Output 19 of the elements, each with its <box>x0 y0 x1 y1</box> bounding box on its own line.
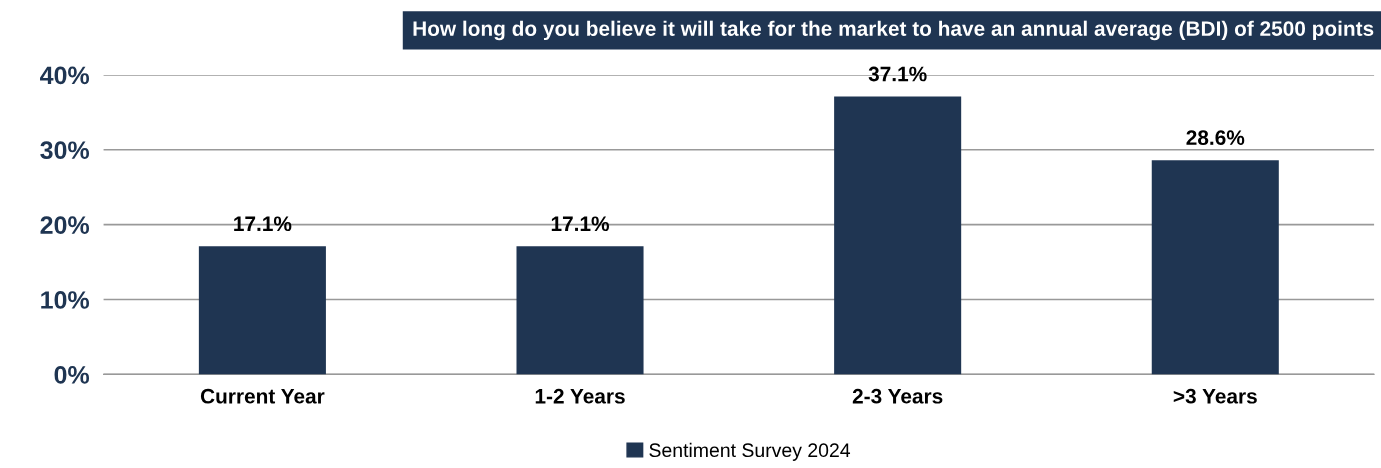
x-tick-label: Current Year <box>200 388 325 404</box>
y-tick-label: 10% <box>41 291 90 309</box>
text: 37.1% <box>868 66 927 82</box>
x-tick-label: 1-2 Years <box>535 388 625 404</box>
text: 17.1% <box>234 216 292 232</box>
text: 17.1% <box>551 216 610 232</box>
y-tick-label: 40% <box>40 66 90 85</box>
bar <box>516 246 644 375</box>
chart-title: How long do you believe it will take for the market to have an annual average (BDI) of 2500 points <box>413 20 1374 41</box>
legend-label: Sentiment Survey 2024 <box>649 442 851 461</box>
y-tick-label: 0% <box>54 366 90 384</box>
y-tick-label: 30% <box>40 141 90 160</box>
x-tick-label: 2-3 Years <box>852 388 943 404</box>
bar <box>834 96 962 375</box>
text: 28.6% <box>1186 130 1245 146</box>
bar <box>198 246 326 375</box>
y-tick-label: 20% <box>40 216 90 234</box>
bar <box>1151 160 1279 375</box>
x-tick-label: >3 Years <box>1173 388 1257 404</box>
